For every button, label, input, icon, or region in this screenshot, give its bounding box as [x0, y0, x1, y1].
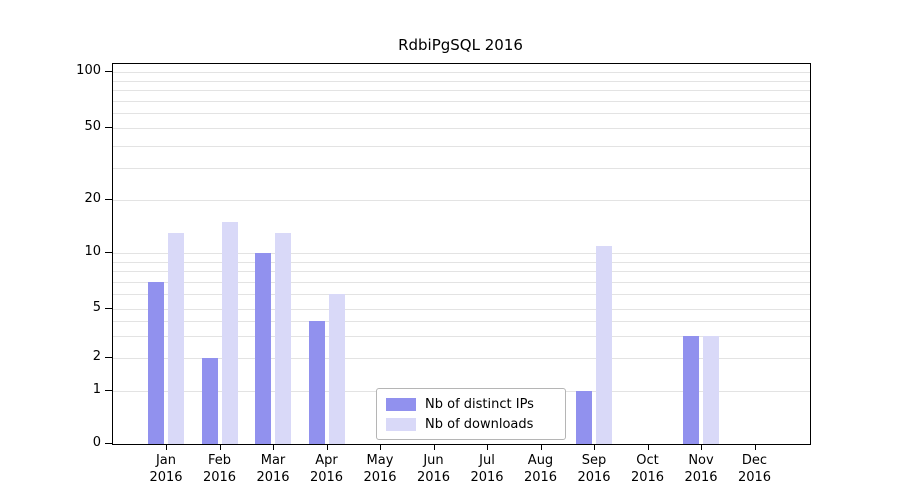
gridline — [113, 336, 810, 338]
bar-distinct-ips — [148, 281, 164, 444]
bar-downloads — [703, 336, 719, 444]
bar-downloads — [596, 245, 612, 444]
gridline — [113, 80, 810, 82]
y-tick-label: 5 — [92, 299, 101, 315]
x-tick-mark — [487, 444, 488, 450]
y-tick-mark — [105, 389, 112, 391]
x-tick-mark — [594, 444, 595, 450]
y-tick-label: 20 — [84, 191, 101, 206]
y-tick-label: 1 — [92, 381, 101, 397]
y-tick-mark — [105, 71, 112, 73]
legend-swatch-downloads — [386, 417, 416, 431]
x-tick-label: Dec 2016 — [737, 453, 772, 485]
y-tick-mark — [105, 307, 112, 309]
y-tick-mark — [105, 357, 112, 358]
y-tick-mark — [105, 252, 112, 253]
y-tick-mark — [105, 443, 112, 444]
bar-distinct-ips — [255, 253, 271, 444]
y-tick-label: 0 — [92, 435, 101, 450]
gridline — [113, 127, 810, 129]
legend-item-downloads: Nb of downloads — [386, 414, 556, 434]
x-tick-label: Sep 2016 — [577, 453, 611, 485]
x-tick-mark — [754, 444, 756, 450]
y-tick-mark — [105, 126, 112, 128]
y-tick-label: 50 — [84, 118, 101, 134]
x-tick-mark — [540, 444, 542, 450]
x-tick-mark — [273, 444, 274, 450]
plot-area: Nb of distinct IPs Nb of downloads — [112, 63, 811, 445]
gridline — [113, 253, 810, 254]
gridline — [113, 261, 810, 263]
gridline — [113, 320, 810, 322]
y-tick-label: 10 — [84, 244, 101, 259]
gridline — [113, 113, 810, 115]
chart-title: RdbiPgSQL 2016 — [398, 36, 523, 54]
x-tick-mark — [433, 444, 435, 450]
bar-downloads — [328, 294, 345, 444]
x-tick-mark — [326, 444, 328, 450]
x-tick-label: Nov 2016 — [684, 453, 718, 485]
y-tick-label: 100 — [76, 63, 101, 79]
gridline — [113, 281, 810, 283]
gridline — [113, 294, 810, 296]
bar-distinct-ips — [308, 320, 325, 444]
legend-swatch-distinct-ips — [386, 397, 416, 411]
bar-distinct-ips — [683, 336, 699, 444]
gridline — [113, 100, 810, 102]
x-tick-label: Feb 2016 — [202, 453, 237, 485]
bar-downloads — [168, 232, 184, 444]
x-tick-label: Apr 2016 — [309, 453, 344, 485]
x-tick-label: Oct 2016 — [630, 453, 665, 485]
x-tick-mark — [219, 444, 221, 450]
x-tick-mark — [380, 444, 381, 450]
gridline — [113, 358, 810, 359]
x-tick-label: Jul 2016 — [470, 453, 504, 485]
legend-label-downloads: Nb of downloads — [425, 416, 534, 432]
y-tick-mark — [105, 199, 112, 200]
x-tick-mark — [647, 444, 649, 450]
gridline — [113, 308, 810, 310]
x-tick-mark — [166, 444, 167, 450]
x-tick-label: Aug 2016 — [523, 453, 558, 485]
gridline — [113, 90, 810, 92]
bar-distinct-ips — [201, 358, 218, 444]
bar-distinct-ips — [576, 390, 592, 444]
x-tick-label: Jun 2016 — [416, 453, 451, 485]
legend-item-distinct-ips: Nb of distinct IPs — [386, 394, 556, 414]
x-tick-mark — [701, 444, 702, 450]
x-tick-label: Mar 2016 — [256, 453, 290, 485]
bar-downloads — [275, 232, 291, 444]
legend-label-distinct-ips: Nb of distinct IPs — [425, 396, 534, 412]
bar-downloads — [221, 222, 238, 444]
y-tick-label: 2 — [92, 349, 101, 364]
gridline — [113, 72, 810, 74]
gridline — [113, 271, 810, 273]
gridline — [113, 168, 810, 170]
gridline — [113, 200, 810, 201]
x-tick-label: Jan 2016 — [149, 453, 183, 485]
gridline — [113, 145, 810, 147]
legend: Nb of distinct IPs Nb of downloads — [376, 388, 566, 440]
x-tick-label: May 2016 — [363, 453, 397, 485]
